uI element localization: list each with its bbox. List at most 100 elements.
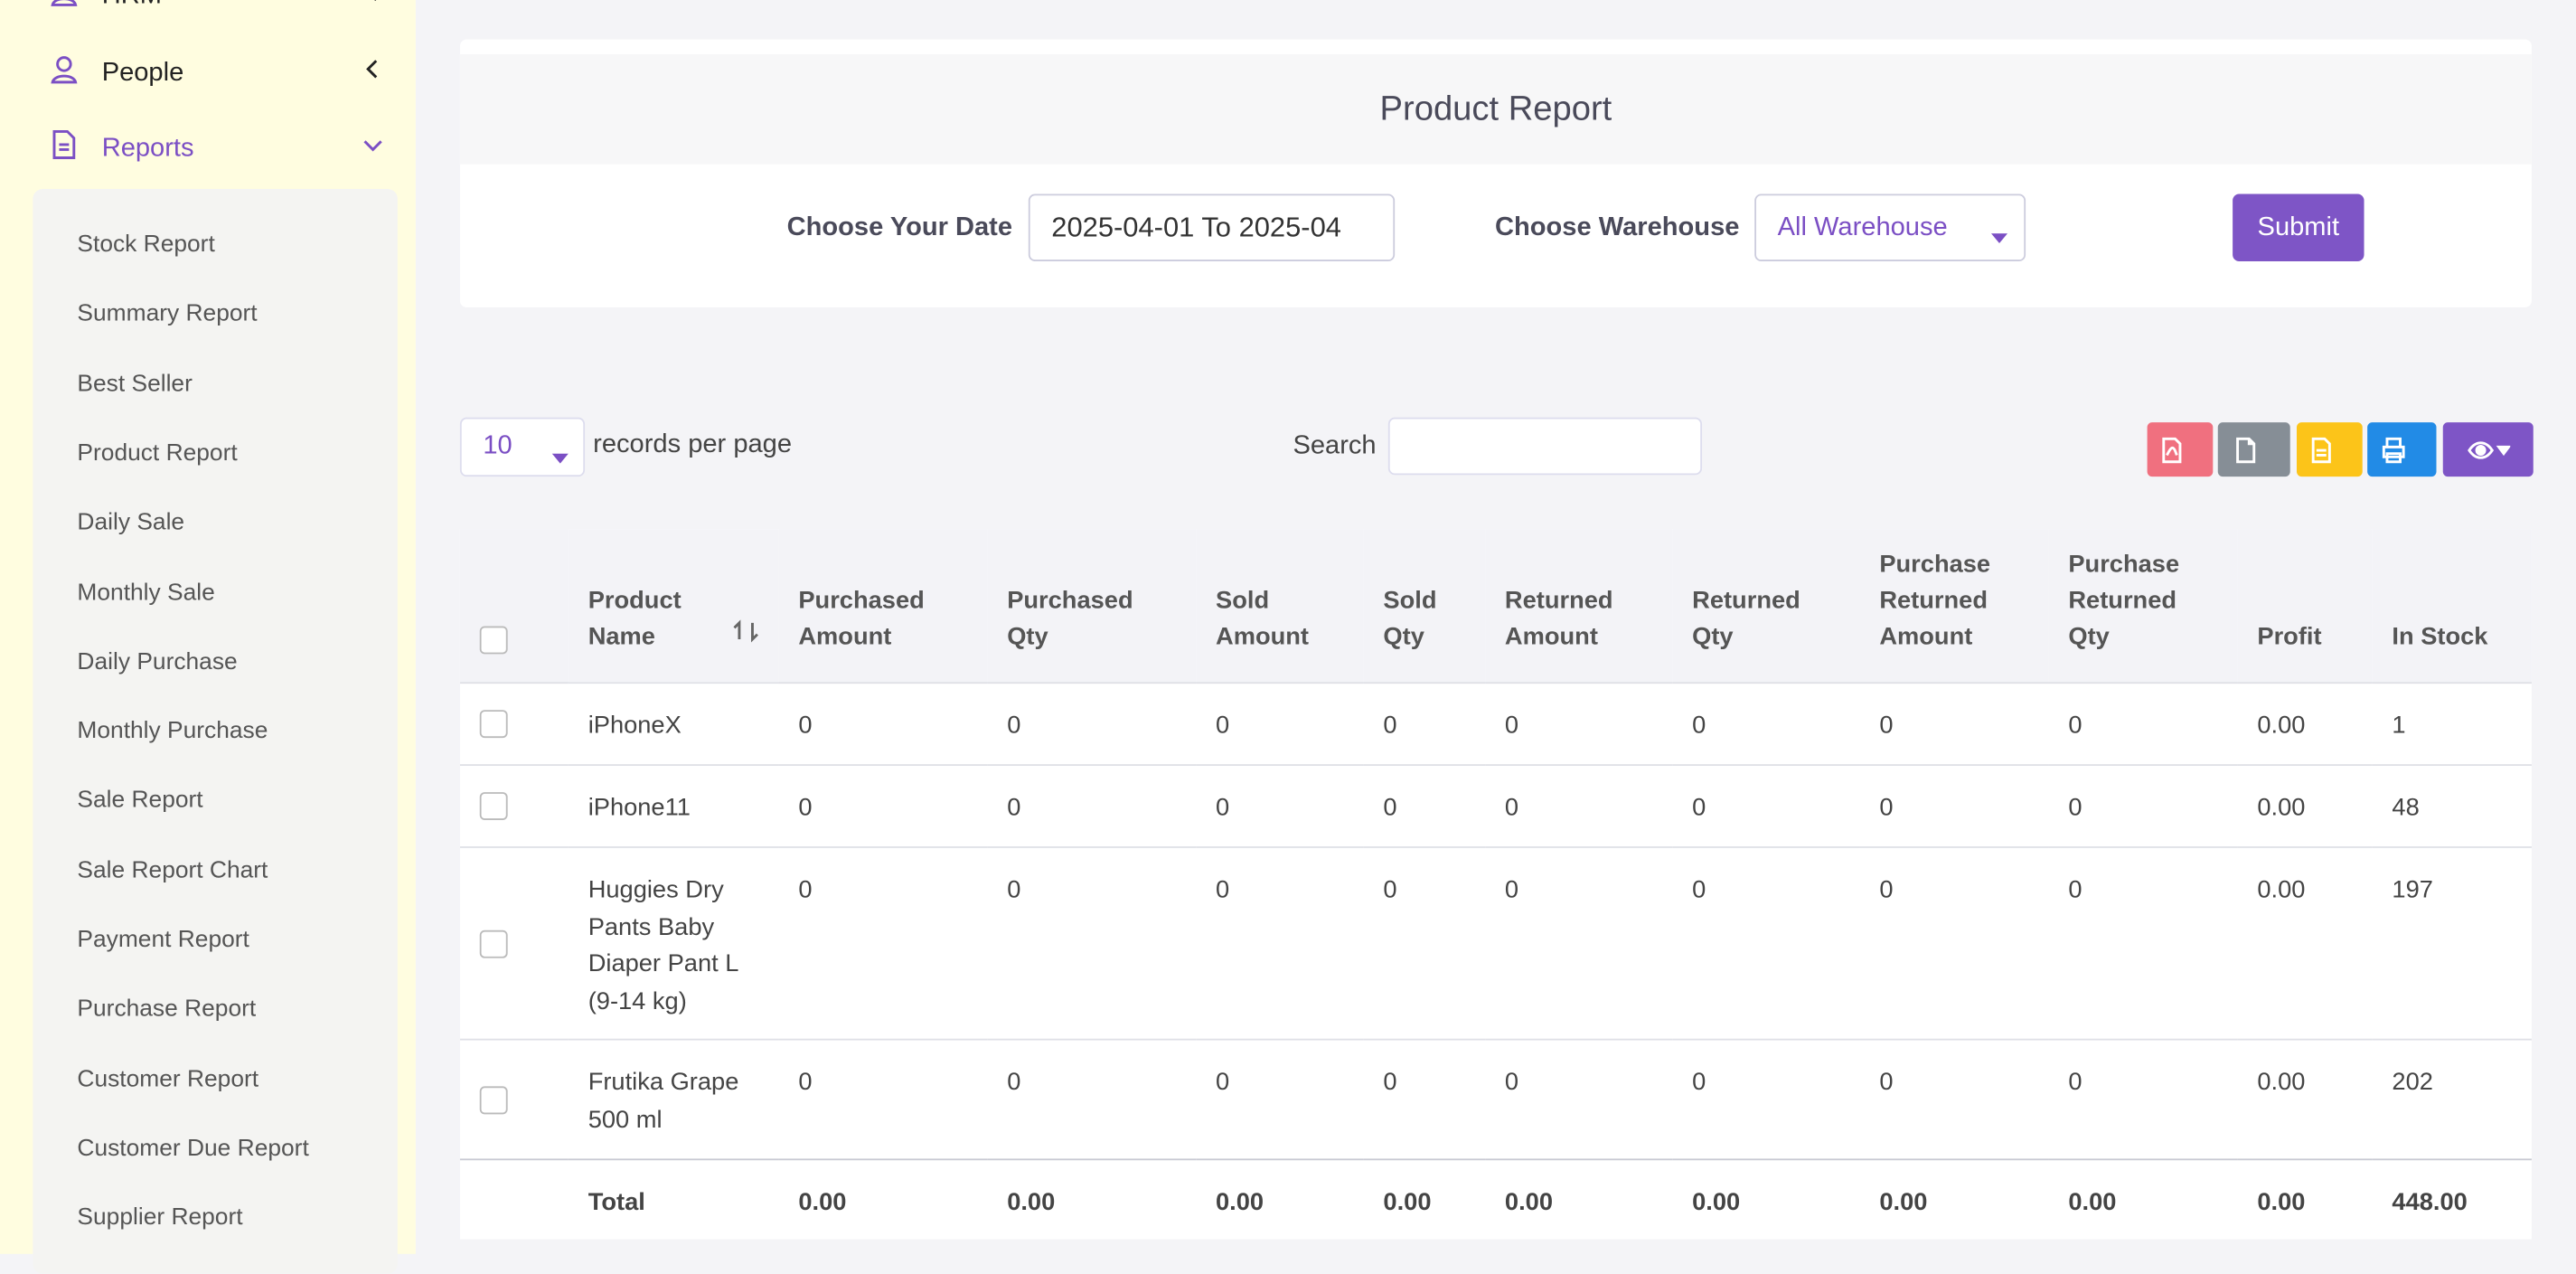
cell: 0 [987,682,1197,766]
data-row: iPhoneX 0 0 0 0 0 0 0 0 0.00 1 [459,682,2532,766]
menu-item[interactable]: Reports [50,129,194,168]
export-button[interactable] [2297,422,2363,477]
cell: 0 [1196,682,1364,766]
total-cell: Total [568,1158,779,1240]
cell: 0 [1859,1038,2049,1160]
checkbox[interactable] [479,626,508,655]
date-label: Choose Your Date [786,213,1013,242]
total-cell: 0.00 [778,1158,988,1240]
cell: 0 [1485,764,1673,847]
header-label: In Stock [2392,622,2488,651]
cell: 0 [1363,682,1486,766]
header-cell: Returned Amount [1485,529,1673,684]
search-input[interactable] [1387,417,1703,476]
cell [459,1158,569,1240]
checkbox-cell [459,764,569,847]
cell: 0 [2048,1038,2238,1160]
cell: 0 [1672,1038,1860,1160]
submenu-item[interactable]: Purchase Report [77,996,257,1024]
checkbox-cell [459,1038,569,1160]
export-button[interactable] [2217,422,2290,477]
checkbox-cell [459,682,569,766]
cell: 0 [778,764,988,847]
data-row: Frutika Grape 500 ml 0 0 0 0 0 0 0 0 0.00 202 [459,1038,2532,1160]
total-cell: 0.00 [1196,1158,1364,1240]
caret [551,442,569,472]
menu-label: People [101,58,184,87]
checkbox[interactable] [479,929,508,958]
submenu-item[interactable]: Summary Report [77,301,258,328]
warehouse-select[interactable]: All Warehouse [1754,193,2026,261]
cell: 0 [1363,764,1486,847]
cell: 0.00 [2237,682,2373,766]
submenu-item[interactable]: Monthly Purchase [77,718,268,745]
submenu-item[interactable]: Payment Report [77,927,249,954]
header-label: Purchased Qty [1007,586,1133,651]
header-cell[interactable]: Product Name [568,529,779,684]
submenu-item[interactable]: Supplier Report [77,1204,243,1232]
per-page-select[interactable]: 10 [459,417,586,477]
menu-icon [50,54,80,92]
submenu-item[interactable]: Best Seller [77,371,193,398]
cell: 0 [987,1038,1197,1160]
cell: 0.00 [2237,846,2373,1040]
cell: 0 [1363,846,1486,1040]
submenu-item[interactable]: Sale Report [77,788,203,815]
checkbox[interactable] [479,710,508,739]
cell: 0 [1485,682,1673,766]
cell: 0 [987,846,1197,1040]
total-cell: 0.00 [1859,1158,2049,1240]
export-button[interactable] [2147,422,2214,477]
warehouse-value: All Warehouse [1777,212,1948,241]
checkbox[interactable] [479,792,508,820]
header-label: Purchase Returned Qty [2068,550,2180,651]
per-page-label: records per page [593,430,793,459]
cell: 0 [1859,764,2049,847]
checkbox[interactable] [479,1085,508,1114]
menu-label: HRM [102,0,162,11]
menu-item[interactable]: People [50,54,184,92]
submenu-item[interactable]: Sale Report Chart [77,857,268,884]
export-button[interactable] [2442,422,2534,477]
submenu-item[interactable]: Customer Report [77,1065,259,1092]
cell: 202 [2372,1038,2532,1160]
total-cell: 0.00 [1672,1158,1860,1240]
menu-item[interactable]: HRM [50,0,162,14]
export-button[interactable] [2367,422,2437,477]
submit-button[interactable]: Submit [2233,193,2364,261]
cell: 0 [987,764,1197,847]
header-cell: Returned Qty [1672,529,1860,684]
cell: 197 [2372,846,2532,1040]
total-cell: 448.00 [2372,1158,2532,1240]
header-cell: Purchase Returned Amount [1859,529,2049,684]
header-row: Product Name Purchased Amount Purchased Qt… [459,529,2532,684]
header-cell: Purchase Returned Qty [2048,529,2238,684]
submenu-item[interactable]: Stock Report [77,231,215,259]
submenu-item[interactable]: Product Report [77,439,238,467]
submit-label: Submit [2257,212,2340,241]
chevron [362,0,384,12]
header-label: Purchase Returned Amount [1879,550,1991,651]
report-title: Product Report [459,53,2532,165]
submenu-item[interactable]: Daily Purchase [77,648,238,675]
cell: 0 [1196,1038,1364,1160]
header-cell [459,529,569,684]
data-row: iPhone11 0 0 0 0 0 0 0 0 0.00 48 [459,764,2532,847]
header-cell: Profit [2237,529,2373,684]
sort-icon [733,618,761,654]
cell: 0 [778,682,988,766]
submenu-item[interactable]: Monthly Sale [77,579,215,606]
data-table: Product Name Purchased Amount Purchased Qt… [459,529,2532,1240]
cell: 0 [1485,1038,1673,1160]
warehouse-label: Choose Warehouse [1495,213,1740,242]
header-label: Profit [2257,622,2322,651]
cell: Frutika Grape 500 ml [568,1038,779,1160]
submenu-item[interactable]: Customer Due Report [77,1135,309,1162]
header-cell: Sold Qty [1363,529,1486,684]
header-label: Sold Amount [1216,586,1310,651]
header-label: Returned Qty [1692,586,1800,651]
date-input[interactable]: 2025-04-01 To 2025-04 [1028,193,1396,261]
submenu-item[interactable]: Daily Sale [77,509,185,536]
